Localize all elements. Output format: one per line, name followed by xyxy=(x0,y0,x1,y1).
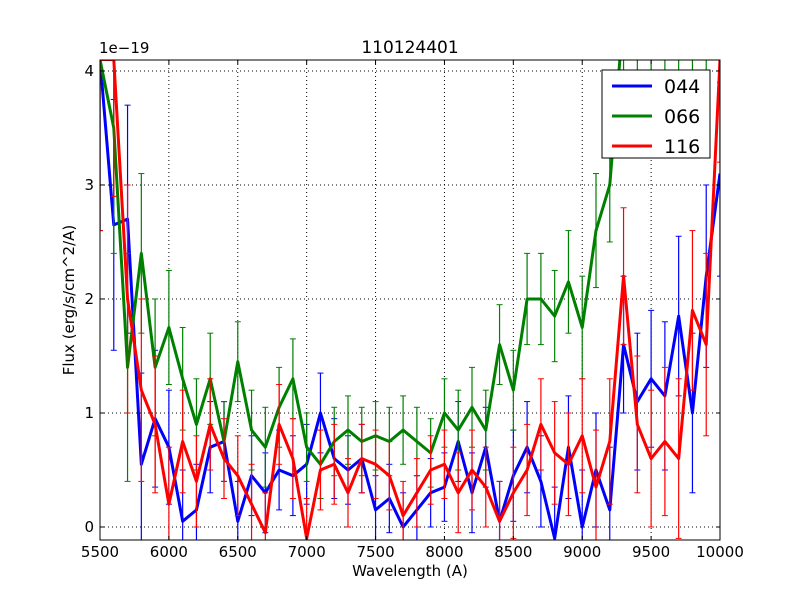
x-tick-label: 7500 xyxy=(356,543,394,561)
y-axis-label: Flux (erg/s/cm^2/A) xyxy=(60,225,78,376)
x-tick-label: 8000 xyxy=(425,543,463,561)
legend-label-116: 116 xyxy=(664,136,700,158)
legend-label-044: 044 xyxy=(664,76,700,98)
x-axis-label: Wavelength (A) xyxy=(352,562,468,580)
chart-title: 110124401 xyxy=(361,38,458,58)
y-tick-label: 2 xyxy=(84,290,94,308)
y-tick-label: 0 xyxy=(84,518,94,536)
x-tick-label: 5500 xyxy=(81,543,119,561)
x-tick-label: 10000 xyxy=(696,543,744,561)
y-tick-label: 4 xyxy=(84,62,94,80)
y-offset-label: 1e−19 xyxy=(99,39,149,57)
y-tick-label: 1 xyxy=(84,404,94,422)
legend-label-066: 066 xyxy=(664,106,700,128)
x-tick-label: 6500 xyxy=(219,543,257,561)
x-tick-label: 8500 xyxy=(494,543,532,561)
x-tick-label: 9500 xyxy=(632,543,670,561)
x-tick-label: 6000 xyxy=(150,543,188,561)
x-tick-label: 9000 xyxy=(563,543,601,561)
x-tick-label: 7000 xyxy=(288,543,326,561)
y-tick-label: 3 xyxy=(84,176,94,194)
legend: 044 066 116 xyxy=(602,70,710,158)
